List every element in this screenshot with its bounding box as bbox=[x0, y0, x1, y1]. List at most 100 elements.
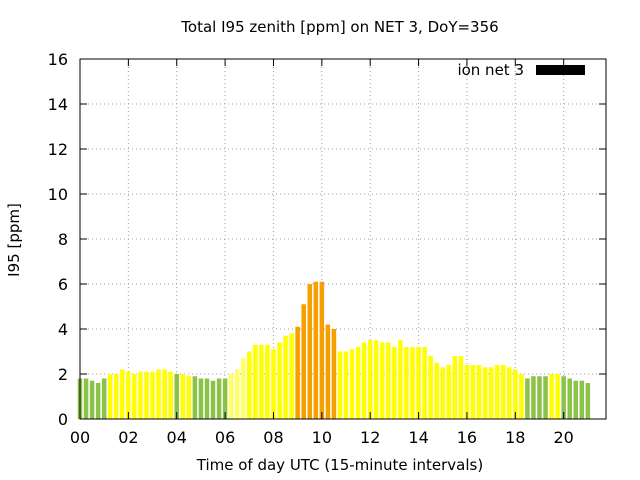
bar bbox=[446, 365, 452, 419]
x-tick-label: 18 bbox=[505, 428, 525, 447]
x-tick-label: 10 bbox=[312, 428, 332, 447]
y-tick-label: 4 bbox=[58, 320, 68, 339]
bar bbox=[277, 342, 282, 419]
bar bbox=[180, 374, 186, 419]
bar bbox=[579, 380, 585, 419]
bar bbox=[198, 378, 204, 419]
bar bbox=[295, 326, 300, 419]
bar bbox=[440, 367, 446, 419]
bar bbox=[156, 369, 161, 419]
bar bbox=[313, 281, 319, 419]
bar bbox=[150, 371, 155, 419]
bar bbox=[132, 374, 137, 419]
bar bbox=[228, 374, 234, 419]
bar bbox=[101, 378, 107, 419]
bar bbox=[549, 374, 554, 419]
bar bbox=[216, 378, 222, 419]
x-tick-label: 12 bbox=[360, 428, 380, 447]
bar bbox=[567, 378, 572, 419]
bar bbox=[210, 380, 216, 419]
bar bbox=[422, 347, 427, 419]
x-tick-label: 06 bbox=[215, 428, 235, 447]
plot-frame bbox=[79, 58, 607, 420]
bar bbox=[89, 380, 95, 419]
bar bbox=[585, 383, 591, 419]
bar bbox=[265, 344, 270, 419]
bar bbox=[355, 347, 361, 419]
bar bbox=[107, 374, 113, 419]
bar bbox=[114, 374, 119, 419]
bar bbox=[253, 344, 258, 419]
bar bbox=[494, 365, 500, 419]
bar bbox=[192, 376, 198, 419]
grid-lines bbox=[80, 59, 606, 419]
bar bbox=[361, 342, 367, 419]
bar bbox=[543, 376, 548, 419]
bar bbox=[204, 378, 210, 419]
bar bbox=[234, 369, 240, 419]
bar bbox=[271, 349, 276, 419]
x-tick-label: 16 bbox=[457, 428, 477, 447]
bar bbox=[482, 367, 488, 419]
y-axis-label: I95 [ppm] bbox=[5, 203, 23, 277]
legend-swatch bbox=[536, 65, 585, 75]
chart-title: Total I95 zenith [ppm] on NET 3, DoY=356 bbox=[180, 18, 498, 36]
bar bbox=[240, 358, 246, 419]
bar bbox=[331, 329, 337, 419]
bar bbox=[373, 340, 379, 419]
x-tick-label: 20 bbox=[553, 428, 573, 447]
bar bbox=[410, 347, 415, 419]
bar bbox=[488, 367, 494, 419]
x-tick-label: 02 bbox=[118, 428, 138, 447]
bar bbox=[259, 344, 264, 419]
bar bbox=[349, 349, 355, 419]
legend-label: ion net 3 bbox=[457, 61, 524, 79]
bar bbox=[162, 369, 167, 419]
bar bbox=[500, 365, 506, 419]
bar bbox=[573, 380, 579, 419]
legend: ion net 3 bbox=[457, 61, 585, 79]
bar bbox=[222, 378, 228, 419]
bar bbox=[319, 281, 325, 419]
bar bbox=[168, 371, 173, 419]
bar bbox=[337, 351, 343, 419]
bar bbox=[404, 347, 409, 419]
y-tick-label: 10 bbox=[48, 185, 68, 204]
bar bbox=[289, 333, 294, 419]
bar bbox=[513, 369, 518, 419]
y-tick-label: 16 bbox=[48, 50, 68, 69]
bar bbox=[434, 362, 439, 419]
bar bbox=[126, 371, 131, 419]
bar bbox=[470, 365, 476, 419]
bar bbox=[380, 342, 385, 419]
bar bbox=[464, 365, 470, 419]
bar bbox=[398, 340, 403, 419]
y-tick-label: 0 bbox=[58, 410, 68, 429]
bar bbox=[83, 378, 89, 419]
x-tick-label: 04 bbox=[167, 428, 187, 447]
bar bbox=[307, 284, 313, 419]
y-tick-label: 6 bbox=[58, 275, 68, 294]
bar bbox=[283, 335, 288, 419]
bar bbox=[95, 383, 101, 419]
bar bbox=[367, 340, 373, 419]
bar bbox=[247, 351, 252, 419]
bar bbox=[458, 356, 464, 419]
x-tick-label: 14 bbox=[408, 428, 428, 447]
bar bbox=[392, 347, 397, 419]
bar bbox=[519, 374, 524, 419]
bar bbox=[186, 376, 192, 419]
x-tick-label: 00 bbox=[70, 428, 90, 447]
bar bbox=[416, 347, 421, 419]
bar bbox=[531, 376, 536, 419]
bar bbox=[138, 371, 143, 419]
bar bbox=[452, 356, 458, 419]
bar bbox=[537, 376, 542, 419]
axis-ticks bbox=[79, 58, 606, 420]
bar bbox=[120, 369, 125, 419]
bar bbox=[555, 374, 560, 419]
bars bbox=[77, 281, 591, 419]
bar bbox=[561, 376, 566, 419]
